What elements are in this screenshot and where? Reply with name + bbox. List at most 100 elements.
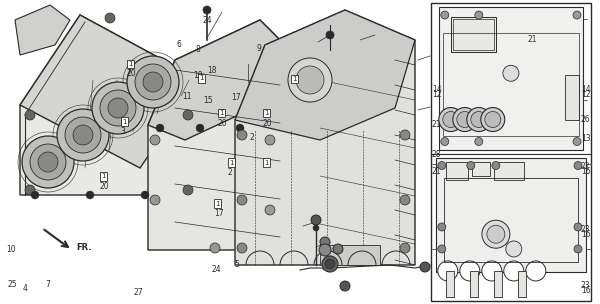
Text: 11: 11: [182, 92, 191, 101]
Bar: [431, 3, 591, 301]
Text: 17: 17: [214, 209, 223, 218]
Text: 27: 27: [133, 288, 143, 297]
Circle shape: [485, 112, 501, 127]
Text: 24: 24: [211, 265, 221, 275]
Bar: [439, 7, 583, 150]
Circle shape: [183, 185, 193, 195]
Text: 21: 21: [432, 119, 442, 129]
Polygon shape: [15, 5, 70, 55]
Circle shape: [573, 11, 581, 19]
Text: 20: 20: [262, 119, 272, 128]
Text: 12: 12: [432, 90, 442, 99]
Text: 17: 17: [231, 93, 241, 102]
Text: 26: 26: [581, 115, 590, 124]
Circle shape: [25, 110, 35, 120]
Text: 19: 19: [193, 71, 203, 80]
Bar: [453, 19, 494, 50]
Circle shape: [30, 144, 66, 180]
Bar: [518, 271, 526, 297]
Circle shape: [40, 20, 50, 30]
Polygon shape: [235, 10, 415, 265]
Circle shape: [574, 223, 582, 231]
Bar: [444, 178, 578, 262]
Text: 1: 1: [199, 75, 204, 81]
Circle shape: [475, 11, 483, 19]
Circle shape: [574, 161, 582, 170]
Circle shape: [319, 244, 331, 256]
Text: 8: 8: [196, 45, 200, 54]
Text: 1: 1: [219, 110, 224, 116]
Circle shape: [492, 161, 500, 170]
Bar: [494, 271, 502, 297]
Circle shape: [503, 65, 519, 81]
Text: 1: 1: [215, 201, 220, 207]
Circle shape: [441, 11, 449, 19]
Circle shape: [288, 58, 332, 102]
Text: 14: 14: [432, 85, 442, 94]
Circle shape: [400, 130, 410, 140]
Text: 10: 10: [6, 245, 16, 254]
Bar: [470, 271, 478, 297]
Text: 21: 21: [432, 167, 442, 176]
Circle shape: [183, 110, 193, 120]
Bar: [446, 271, 454, 297]
Circle shape: [108, 98, 128, 118]
Text: 15: 15: [203, 96, 212, 105]
Circle shape: [439, 108, 463, 132]
Circle shape: [25, 185, 35, 195]
Circle shape: [135, 64, 171, 100]
Circle shape: [65, 117, 101, 153]
Polygon shape: [260, 40, 280, 265]
Circle shape: [441, 137, 449, 146]
Polygon shape: [235, 10, 415, 140]
Circle shape: [92, 82, 144, 134]
Circle shape: [438, 245, 446, 253]
Circle shape: [237, 243, 247, 253]
Text: 1: 1: [229, 160, 234, 166]
Circle shape: [322, 256, 338, 272]
Text: 1: 1: [128, 61, 133, 67]
Text: 6: 6: [176, 40, 181, 50]
Circle shape: [31, 191, 39, 199]
Circle shape: [481, 108, 505, 132]
Text: 24: 24: [203, 16, 212, 25]
Circle shape: [196, 124, 204, 132]
Circle shape: [57, 109, 109, 161]
Text: 2: 2: [227, 168, 232, 177]
Circle shape: [471, 112, 487, 127]
Circle shape: [400, 243, 410, 253]
Circle shape: [237, 130, 247, 140]
Circle shape: [574, 245, 582, 253]
Polygon shape: [20, 15, 200, 168]
Circle shape: [420, 262, 430, 272]
Text: FR.: FR.: [76, 244, 91, 253]
Text: 20: 20: [100, 182, 109, 191]
Circle shape: [326, 31, 334, 39]
Circle shape: [460, 261, 480, 281]
Text: 1: 1: [101, 173, 106, 179]
Bar: [472, 161, 490, 175]
Circle shape: [487, 225, 505, 243]
Circle shape: [475, 137, 483, 146]
Circle shape: [22, 136, 74, 188]
Circle shape: [320, 237, 330, 247]
Text: 20: 20: [217, 119, 227, 128]
Circle shape: [438, 161, 446, 170]
Circle shape: [526, 261, 546, 281]
Circle shape: [453, 108, 477, 132]
Circle shape: [482, 220, 510, 248]
Circle shape: [573, 137, 581, 146]
Circle shape: [100, 90, 136, 126]
Circle shape: [296, 66, 324, 94]
Circle shape: [482, 261, 502, 281]
Circle shape: [237, 195, 247, 205]
Text: 25: 25: [7, 280, 17, 289]
Circle shape: [141, 191, 149, 199]
Circle shape: [400, 195, 410, 205]
Circle shape: [265, 205, 275, 215]
Circle shape: [457, 112, 473, 127]
Circle shape: [236, 124, 244, 132]
Text: 4: 4: [22, 284, 27, 293]
Circle shape: [265, 135, 275, 145]
Polygon shape: [148, 20, 280, 250]
